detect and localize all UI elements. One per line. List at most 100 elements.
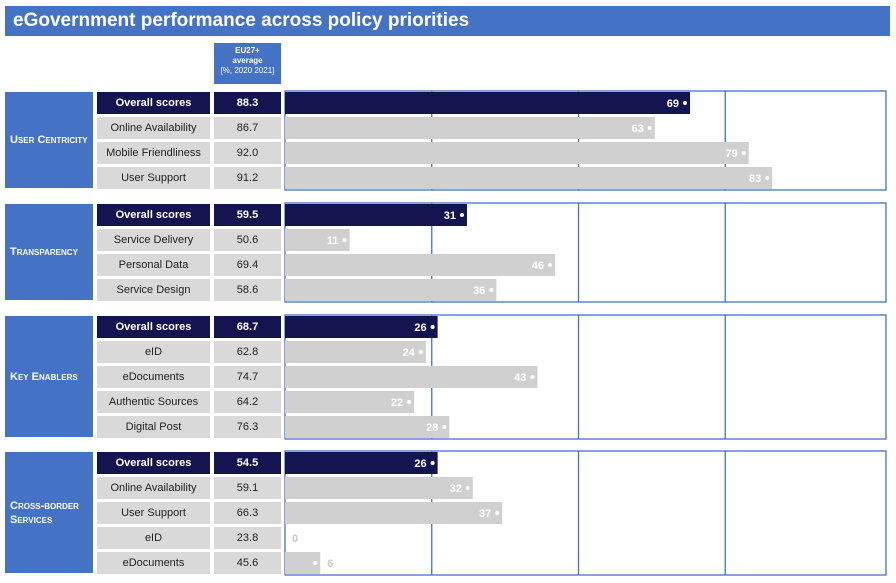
overall-bar xyxy=(285,92,691,114)
chart-title: eGovernment performance across policy pr… xyxy=(13,10,470,31)
average-column-header: EU27+ average [%, 2020 2021] xyxy=(214,43,281,84)
value-label: 37 xyxy=(479,508,491,520)
row-label: Overall scores xyxy=(97,316,210,338)
bar-end-marker xyxy=(342,238,347,242)
frame-border xyxy=(284,90,887,191)
title-bar: eGovernment performance across policy pr… xyxy=(5,6,890,36)
row-label: Online Availability xyxy=(97,477,210,499)
average-value: 23.8 xyxy=(214,527,281,549)
average-value: 58.6 xyxy=(214,279,281,301)
value-label: 11 xyxy=(327,235,339,247)
bar-end-marker xyxy=(489,288,494,292)
average-value: 91.2 xyxy=(214,167,281,189)
value-label: 0 xyxy=(292,533,298,545)
row-label: Personal Data xyxy=(97,254,210,276)
overall-bar xyxy=(285,316,438,338)
value-label: 83 xyxy=(749,173,761,185)
value-label: 46 xyxy=(532,260,544,272)
average-value: 62.8 xyxy=(214,341,281,363)
row-label: Overall scores xyxy=(97,92,210,114)
sub-bar xyxy=(285,279,497,301)
bar-end-marker xyxy=(765,176,770,180)
average-value: 74.7 xyxy=(214,366,281,388)
row-label: Service Design xyxy=(97,279,210,301)
value-label: 69 xyxy=(667,98,679,110)
average-value: 68.7 xyxy=(214,316,281,338)
average-header-line3: [%, 2020 2021] xyxy=(220,66,275,75)
average-value: 69.4 xyxy=(214,254,281,276)
overall-bar xyxy=(285,452,438,474)
average-value: 86.7 xyxy=(214,117,281,139)
average-value: 59.5 xyxy=(214,204,281,226)
bar-end-marker xyxy=(495,511,500,515)
row-label: Service Delivery xyxy=(97,229,210,251)
sub-bar xyxy=(285,142,749,164)
row-label: Overall scores xyxy=(97,452,210,474)
average-value: 76.3 xyxy=(214,416,281,438)
sub-bar xyxy=(285,229,350,251)
value-label: 22 xyxy=(391,397,403,409)
value-label: 32 xyxy=(450,483,462,495)
sub-bar xyxy=(285,366,538,388)
sub-bar xyxy=(285,254,556,276)
sub-bar xyxy=(285,341,426,363)
bar-end-marker xyxy=(407,400,412,404)
sub-bar xyxy=(285,416,450,438)
value-label: 26 xyxy=(414,458,426,470)
row-label: Mobile Friendliness xyxy=(97,142,210,164)
average-value: 59.1 xyxy=(214,477,281,499)
row-label: Overall scores xyxy=(97,204,210,226)
group-label: Transparency xyxy=(5,204,93,300)
value-label: 6 xyxy=(327,558,333,570)
bar-end-marker xyxy=(530,375,535,379)
average-value: 45.6 xyxy=(214,552,281,574)
average-value: 92.0 xyxy=(214,142,281,164)
average-header-line2: average xyxy=(232,56,263,65)
bar-end-marker xyxy=(647,126,652,130)
value-label: 63 xyxy=(632,123,644,135)
group-frame xyxy=(284,202,887,303)
value-label: 43 xyxy=(514,372,526,384)
group-label: User Centricity xyxy=(5,92,93,188)
bar-end-marker xyxy=(459,213,464,217)
sub-bar xyxy=(285,167,773,189)
row-label: eID xyxy=(97,341,210,363)
value-label: 79 xyxy=(725,148,737,160)
group-label: Cross-border Services xyxy=(5,452,93,573)
sub-bar xyxy=(285,117,655,139)
frame-border xyxy=(284,202,887,303)
bar-end-marker xyxy=(465,486,470,490)
sub-bar xyxy=(285,502,503,524)
bar-end-marker xyxy=(430,461,435,465)
bar-end-marker xyxy=(313,561,318,565)
row-label: Online Availability xyxy=(97,117,210,139)
row-label: User Support xyxy=(97,502,210,524)
row-label: eID xyxy=(97,527,210,549)
bar-end-marker xyxy=(741,151,746,155)
overall-bar xyxy=(285,204,467,226)
average-value: 66.3 xyxy=(214,502,281,524)
average-value: 50.6 xyxy=(214,229,281,251)
value-label: 24 xyxy=(403,347,416,359)
sub-bar xyxy=(285,552,321,574)
row-label: eDocuments xyxy=(97,552,210,574)
average-value: 54.5 xyxy=(214,452,281,474)
bar-end-marker xyxy=(683,101,688,105)
value-label: 28 xyxy=(426,422,438,434)
bar-end-marker xyxy=(548,263,553,267)
value-label: 26 xyxy=(414,322,426,334)
value-label: 36 xyxy=(473,285,485,297)
average-value: 88.3 xyxy=(214,92,281,114)
value-label: 31 xyxy=(444,210,456,222)
sub-bar xyxy=(285,391,415,413)
bar-end-marker xyxy=(442,425,447,429)
sub-bar xyxy=(285,477,473,499)
row-label: eDocuments xyxy=(97,366,210,388)
average-header-line1: EU27+ xyxy=(235,46,260,55)
group-label: Key Enablers xyxy=(5,316,93,437)
row-label: Authentic Sources xyxy=(97,391,210,413)
row-label: User Support xyxy=(97,167,210,189)
bar-end-marker xyxy=(430,325,435,329)
bar-end-marker xyxy=(418,350,423,354)
